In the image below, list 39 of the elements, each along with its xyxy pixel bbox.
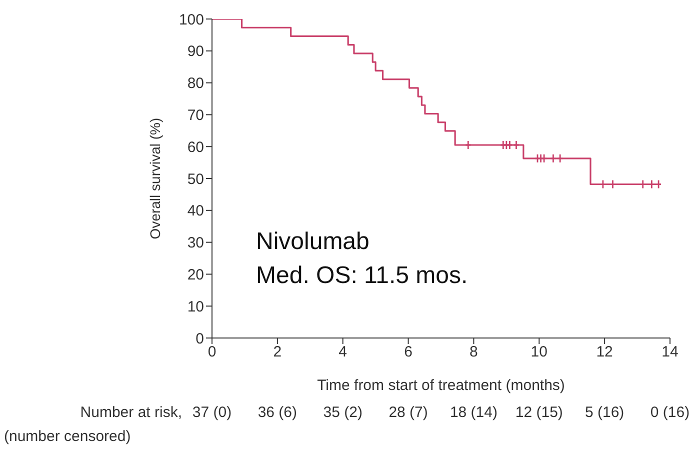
- point: [540, 154, 548, 164]
- text: 37 (0): [191, 404, 233, 421]
- text: (number censored): [4, 428, 131, 445]
- point: [503, 140, 510, 150]
- y-tick-label: 20: [187, 266, 204, 284]
- x-tick-label: 0: [208, 344, 216, 361]
- x-tick-label: 6: [404, 344, 412, 361]
- text: 12 (15): [514, 404, 564, 421]
- y-tick-label: 10: [187, 298, 204, 316]
- y-tick-label: 0: [196, 330, 204, 348]
- y-axis-title: Overall survival (%): [146, 118, 163, 240]
- y-tick-label: 30: [187, 234, 204, 252]
- y-tick-label: 80: [187, 75, 204, 92]
- point: [534, 154, 541, 164]
- x-axis-title: Time from start of treatment (months): [317, 377, 565, 394]
- annotation: Med. OS: 11.5 mos.: [256, 262, 468, 290]
- y-tick-label: 60: [187, 138, 204, 156]
- annotation: Nivolumab: [256, 228, 370, 256]
- text: Number at risk,: [80, 404, 182, 421]
- x-tick-label: 8: [470, 344, 478, 361]
- x-tick-label: 2: [273, 344, 282, 361]
- x-tick-label: 14: [662, 344, 678, 361]
- text: 35 (2): [322, 404, 364, 421]
- y-tick-label: 70: [187, 107, 204, 124]
- y-tick-label: 40: [187, 202, 204, 220]
- text: 28 (7): [388, 404, 429, 421]
- x-tick-label: 12: [596, 344, 613, 361]
- point: [556, 154, 564, 164]
- point: [500, 140, 506, 150]
- point: [464, 140, 472, 150]
- text: 36 (6): [256, 404, 298, 421]
- text: 0 (16): [649, 404, 691, 421]
- y-tick-label: 50: [187, 170, 204, 188]
- x-tick-label: 4: [338, 344, 348, 361]
- text: 18 (14): [448, 404, 498, 421]
- y-tick-label: 100: [178, 11, 204, 28]
- text: 5 (16): [584, 404, 626, 421]
- y-tick-label: 90: [187, 43, 204, 60]
- x-tick-label: 10: [530, 344, 548, 361]
